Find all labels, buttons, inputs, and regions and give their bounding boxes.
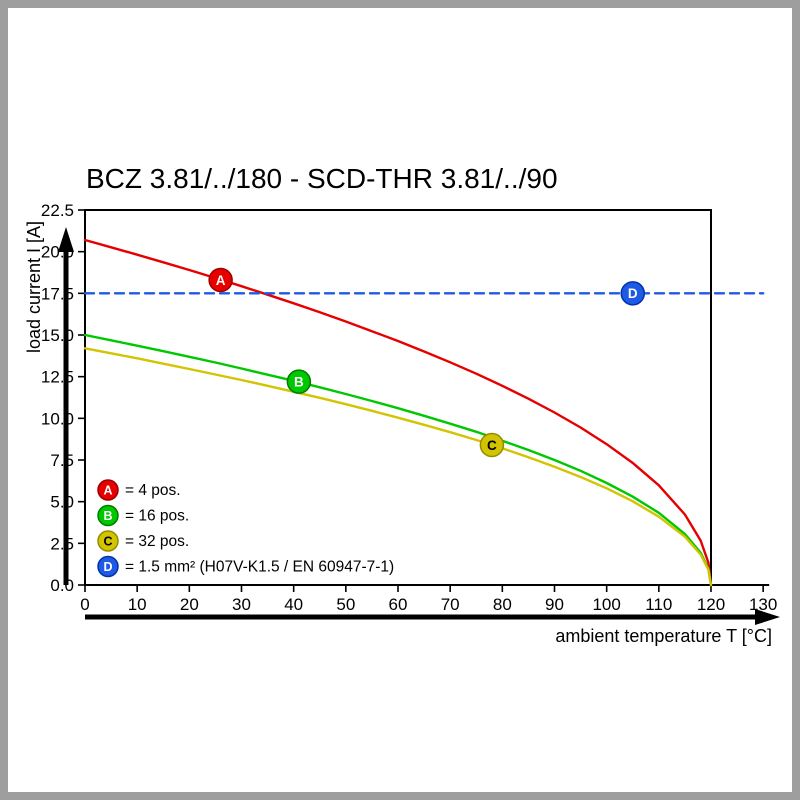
x-tick-label: 40 <box>284 595 303 614</box>
plot-area: 0 10 20 30 40 50 60 70 80 90 100 110 120 130 0.0 2.5 5.0… <box>41 201 780 625</box>
marker-letter-C: C <box>487 438 497 453</box>
x-tick-label: 80 <box>493 595 512 614</box>
legend-marker-C <box>97 530 119 552</box>
x-tick-label: 60 <box>389 595 408 614</box>
legend-marker-letter-A: A <box>103 483 112 497</box>
chart-title: BCZ 3.81/../180 - SCD-THR 3.81/../90 <box>86 163 558 194</box>
x-tick-label: 50 <box>336 595 355 614</box>
marker-D <box>620 281 645 306</box>
marker-letter-A: A <box>216 273 226 288</box>
x-tick-label: 10 <box>128 595 147 614</box>
marker-C <box>479 432 505 458</box>
x-tick-label: 130 <box>749 595 777 614</box>
x-tick-label: 0 <box>80 595 89 614</box>
legend-label-C: = 32 pos. <box>125 533 189 550</box>
marker-letter-D: D <box>628 286 638 301</box>
legend-marker-A <box>97 479 119 501</box>
y-tick-label: 17.5 <box>41 284 74 303</box>
x-tick-label: 90 <box>545 595 564 614</box>
legend-marker-letter-D: D <box>103 560 112 574</box>
x-tick-label: 120 <box>697 595 725 614</box>
y-axis-arrowhead <box>58 227 74 252</box>
legend-label-A: = 4 pos. <box>125 482 181 499</box>
y-tick-label: 0.0 <box>50 576 74 595</box>
x-tick-label: 100 <box>592 595 620 614</box>
marker-A <box>208 267 233 293</box>
x-axis-arrowhead <box>755 609 780 625</box>
legend-label-D: = 1.5 mm² (H07V-K1.5 / EN 60947-7-1) <box>125 559 394 576</box>
legend-marker-letter-C: C <box>103 534 112 548</box>
marker-B <box>286 369 312 394</box>
y-tick-label: 22.5 <box>41 201 74 220</box>
y-tick-label: 12.5 <box>41 368 74 387</box>
x-tick-label: 110 <box>645 595 672 614</box>
curve-C <box>83 347 713 587</box>
x-tick-label: 20 <box>180 595 199 614</box>
legend-marker-B <box>97 504 119 527</box>
y-tick-label: 10.0 <box>41 409 74 428</box>
legend-label-B: = 16 pos. <box>125 508 189 525</box>
x-axis-label: ambient temperature T [°C] <box>555 626 772 646</box>
marker-letter-B: B <box>294 374 304 389</box>
y-axis-label: load current I [A] <box>24 221 44 353</box>
curve-B <box>83 333 713 587</box>
legend-marker-letter-B: B <box>103 509 112 523</box>
legend-marker-D <box>97 555 119 578</box>
y-tick-label: 15.0 <box>41 326 74 345</box>
x-tick-label: 30 <box>232 595 251 614</box>
curve-A <box>83 238 713 587</box>
y-tick-label: 2.5 <box>50 534 74 553</box>
y-tick-label: 7.5 <box>50 451 74 470</box>
x-tick-label: 70 <box>441 595 460 614</box>
y-tick-label: 5.0 <box>50 493 74 512</box>
